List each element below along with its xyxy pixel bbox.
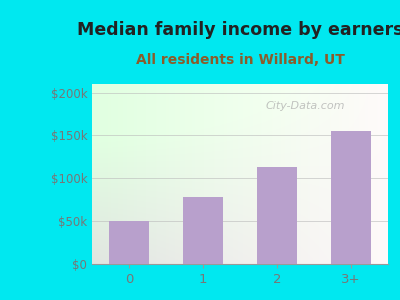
Text: All residents in Willard, UT: All residents in Willard, UT <box>136 53 344 67</box>
Text: City-Data.com: City-Data.com <box>265 100 345 111</box>
Text: Median family income by earners: Median family income by earners <box>77 21 400 39</box>
Bar <box>183 197 223 264</box>
Bar <box>257 167 297 264</box>
Bar <box>109 221 149 264</box>
Bar <box>331 131 371 264</box>
